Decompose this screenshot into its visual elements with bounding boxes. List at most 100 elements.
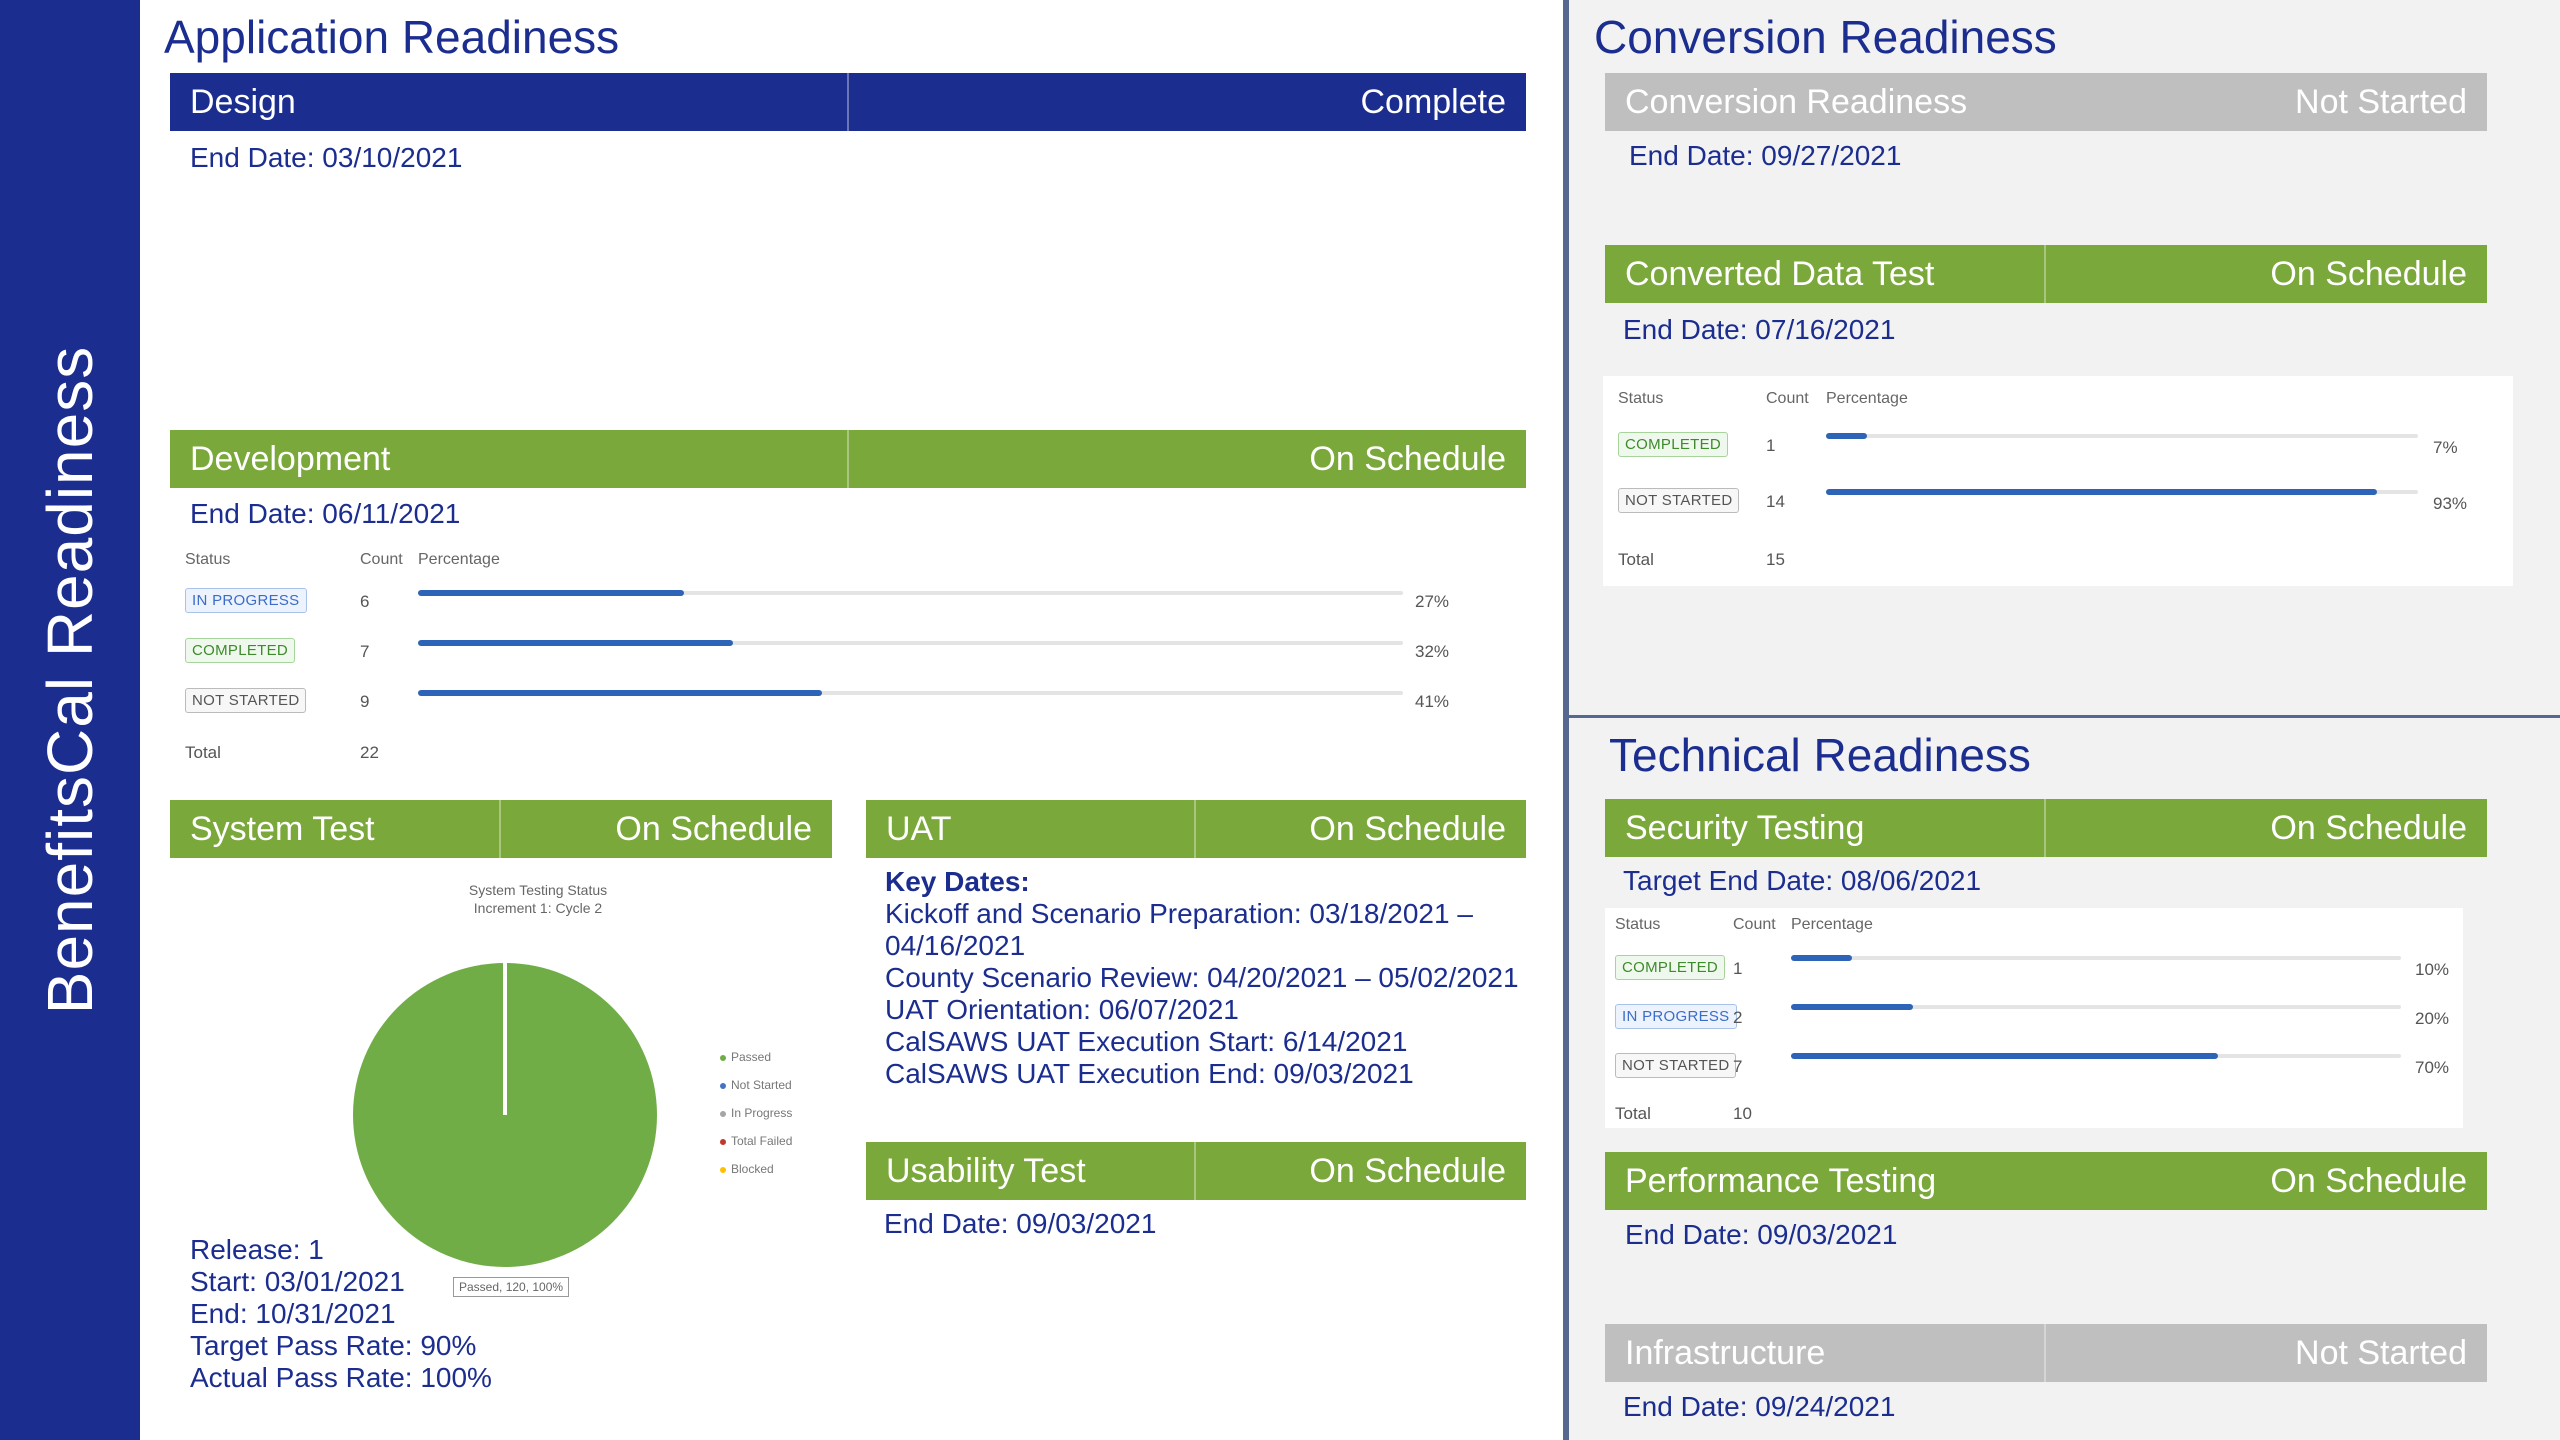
table-header-count: Count [360, 551, 403, 568]
system-test-status: On Schedule [615, 809, 812, 848]
progress-fill [418, 690, 822, 696]
performance-testing-status: On Schedule [2270, 1161, 2467, 1200]
total-label: Total [1618, 550, 1654, 569]
system-test-status-bar[interactable]: System Test On Schedule [170, 800, 832, 858]
status-badge-in-progress: IN PROGRESS [1615, 1004, 1737, 1029]
infrastructure-status-bar[interactable]: Infrastructure Not Started [1605, 1324, 2487, 1382]
table-header-status: Status [1615, 916, 1661, 933]
development-end-date: End Date: 06/11/2021 [190, 498, 461, 529]
progress-fill [418, 590, 684, 596]
uat-key-date-line: UAT Orientation: 06/07/2021 [885, 994, 1239, 1025]
conversion-item-label: Conversion Readiness [1625, 82, 1968, 121]
row-percentage: 27% [1415, 592, 1450, 611]
legend-item-not-started: Not Started [720, 1078, 792, 1092]
uat-key-date-line: CalSAWS UAT Execution Start: 6/14/2021 [885, 1026, 1408, 1057]
security-testing-status-table: Status Count Percentage COMPLETED 1 10% … [1605, 908, 2463, 1128]
progress-track [1826, 433, 2418, 439]
system-test-label: System Test [170, 800, 501, 858]
legend-label: Not Started [731, 1078, 792, 1092]
status-badge-completed: COMPLETED [1615, 955, 1726, 980]
system-test-actual-pass-rate: Actual Pass Rate: 100% [190, 1362, 492, 1393]
row-count: 14 [1766, 492, 1785, 511]
row-percentage: 32% [1415, 642, 1450, 661]
uat-status: On Schedule [1309, 809, 1506, 848]
conversion-readiness-title: Conversion Readiness [1594, 11, 2057, 63]
design-label: Design [170, 73, 849, 131]
progress-fill [1826, 489, 2377, 495]
infrastructure-status: Not Started [2295, 1333, 2467, 1372]
progress-fill [1791, 1004, 1913, 1010]
legend-swatch [720, 1138, 726, 1145]
security-testing-label: Security Testing [1605, 799, 2046, 857]
converted-data-status-table: Status Count Percentage COMPLETED 1 7% N… [1603, 376, 2513, 586]
legend-label: Total Failed [731, 1134, 793, 1148]
table-header-status: Status [185, 551, 231, 568]
converted-data-test-status-bar[interactable]: Converted Data Test On Schedule [1605, 245, 2487, 303]
status-badge-not-started: NOT STARTED [1618, 488, 1740, 513]
status-badge-in-progress: IN PROGRESS [185, 588, 307, 613]
performance-testing-end-date: End Date: 09/03/2021 [1625, 1219, 1898, 1250]
row-count: 7 [360, 642, 370, 661]
row-percentage: 20% [2415, 1009, 2450, 1028]
pie-data-label: Passed, 120, 100% [453, 1277, 570, 1297]
uat-status-bar[interactable]: UAT On Schedule [866, 800, 1526, 858]
sidebar-title: BenefitsCal Readiness [34, 345, 106, 1015]
progress-track [1791, 1004, 2401, 1010]
status-badge-not-started: NOT STARTED [1615, 1053, 1737, 1078]
design-status-bar[interactable]: Design Complete [170, 73, 1526, 131]
development-status-table: Status Count Percentage IN PROGRESS 6 27… [180, 543, 1449, 783]
row-percentage: 93% [2433, 494, 2468, 513]
security-testing-status: On Schedule [2270, 808, 2467, 847]
legend-swatch [720, 1166, 726, 1173]
development-status-bar[interactable]: Development On Schedule [170, 430, 1526, 488]
chart-subtitle: Increment 1: Cycle 2 [473, 900, 603, 916]
progress-fill [1791, 955, 1852, 961]
row-count: 7 [1733, 1057, 1743, 1076]
table-header-percentage: Percentage [1826, 390, 1908, 407]
row-percentage: 10% [2415, 960, 2450, 979]
total-label: Total [185, 743, 221, 762]
uat-label: UAT [866, 800, 1196, 858]
security-testing-status-bar[interactable]: Security Testing On Schedule [1605, 799, 2487, 857]
row-percentage: 7% [2433, 438, 2458, 457]
row-percentage: 70% [2415, 1058, 2450, 1077]
conversion-readiness-panel: Conversion Readiness Conversion Readines… [1566, 0, 2560, 718]
uat-key-date-line: 04/16/2021 [885, 930, 1026, 961]
status-badge-completed: COMPLETED [185, 638, 296, 663]
uat-key-date-line: County Scenario Review: 04/20/2021 – 05/… [885, 962, 1519, 993]
converted-data-test-status: On Schedule [2270, 254, 2467, 293]
table-header-status: Status [1618, 390, 1664, 407]
usability-test-end-date: End Date: 09/03/2021 [884, 1208, 1157, 1239]
design-status: Complete [1360, 82, 1506, 121]
development-label: Development [170, 430, 849, 488]
usability-test-status-bar[interactable]: Usability Test On Schedule [866, 1142, 1526, 1200]
legend-swatch [720, 1054, 726, 1061]
progress-track [1791, 1053, 2401, 1059]
infrastructure-end-date: End Date: 09/24/2021 [1623, 1391, 1896, 1422]
table-header-percentage: Percentage [1791, 916, 1873, 933]
system-testing-pie-chart [353, 963, 657, 1267]
technical-readiness-title: Technical Readiness [1609, 729, 2031, 781]
system-test-target-pass-rate: Target Pass Rate: 90% [190, 1330, 477, 1361]
performance-testing-label: Performance Testing [1625, 1161, 1937, 1200]
legend-label: In Progress [731, 1106, 793, 1120]
infrastructure-label: Infrastructure [1605, 1324, 2046, 1382]
performance-testing-status-bar[interactable]: Performance Testing On Schedule [1605, 1152, 2487, 1210]
total-count: 22 [360, 743, 379, 762]
progress-track [1826, 489, 2418, 495]
design-end-date: End Date: 03/10/2021 [190, 142, 463, 173]
legend-label: Passed [731, 1050, 772, 1064]
converted-data-test-label: Converted Data Test [1605, 245, 2046, 303]
uat-key-dates-label: Key Dates: [885, 866, 1030, 897]
technical-readiness-panel: Technical Readiness Security Testing On … [1566, 718, 2560, 1440]
progress-fill [1791, 1053, 2218, 1059]
legend-item-in-progress: In Progress [720, 1106, 792, 1120]
conversion-item-status-bar[interactable]: Conversion Readiness Not Started [1605, 73, 2487, 131]
conversion-item-end-date: End Date: 09/27/2021 [1629, 140, 1902, 171]
total-count: 15 [1766, 550, 1785, 569]
system-test-release: Release: 1 [190, 1234, 324, 1265]
system-test-start: Start: 03/01/2021 [190, 1266, 405, 1297]
status-badge-completed: COMPLETED [1618, 432, 1729, 457]
table-header-count: Count [1766, 390, 1809, 407]
progress-track [1791, 955, 2401, 961]
